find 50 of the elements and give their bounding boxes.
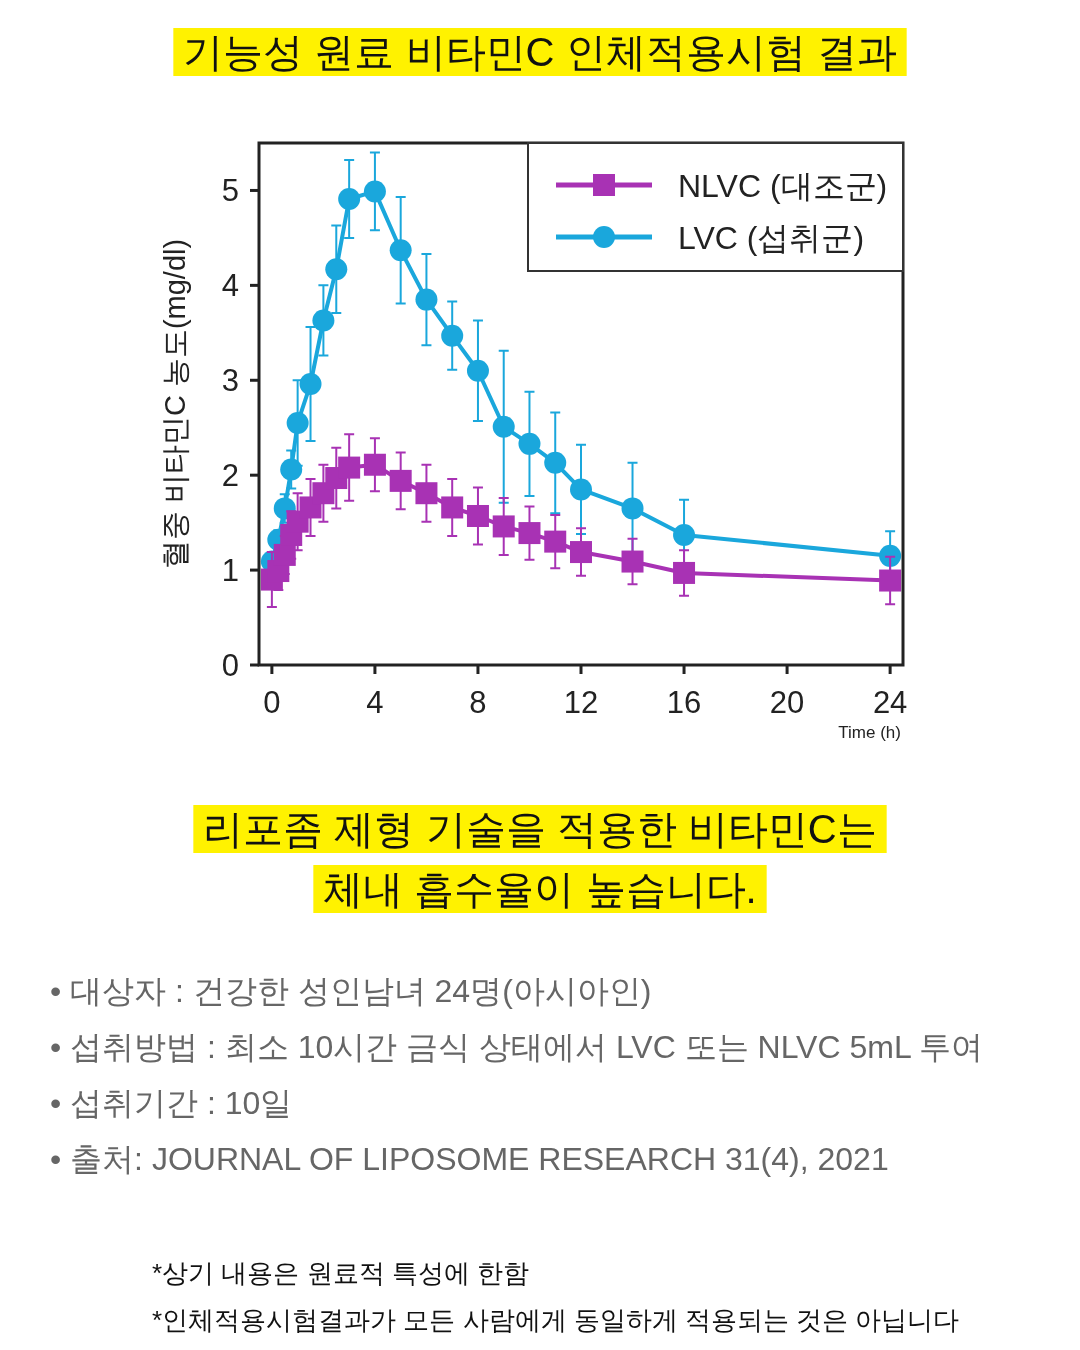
x-tick-label: 20	[769, 685, 805, 720]
point	[389, 239, 412, 262]
point	[492, 415, 515, 438]
x-axis-title: Time (h)	[838, 723, 901, 742]
point	[280, 458, 303, 481]
y-tick-label: 4	[221, 268, 239, 304]
point	[544, 530, 567, 553]
point	[466, 504, 489, 527]
x-tick-label: 0	[263, 685, 281, 720]
point	[518, 522, 541, 545]
x-tick-label: 16	[666, 685, 702, 720]
point	[621, 550, 644, 573]
point	[879, 544, 902, 567]
point	[570, 478, 592, 501]
y-tick-label: 2	[221, 458, 239, 494]
point	[338, 188, 361, 210]
point	[466, 359, 489, 382]
point	[492, 515, 515, 538]
point	[518, 432, 541, 455]
point	[441, 496, 464, 519]
point	[673, 561, 696, 584]
y-tick-label: 5	[221, 173, 239, 209]
point	[312, 309, 335, 332]
point	[415, 288, 438, 311]
x-tick-label: 12	[563, 685, 599, 720]
point	[441, 324, 464, 347]
y-tick-label: 0	[221, 648, 239, 683]
point	[415, 482, 438, 505]
point	[325, 258, 348, 281]
point	[299, 373, 322, 396]
point	[363, 180, 386, 203]
annotations: 리포좀 제형 기술을 적용한 비타민C는 체내 흡수율이 높습니다. • 대상자 : 건강한 성인남녀 24명(아시아인) • 섭취방법 : 최소 10시간 금식 상태에서 LVC 또는 NLVC 5mL 투여 • 섭취기간 : 10일 • 출처: JOURNAL OF LIPOSOME RESEARCH 31(4), 2021 *상기 내용은 원료적 특성에 한함 *인체적용시험결과가 모든 사람에게 동일하게 적용되는 것은 아닙니다	[50, 805, 984, 1335]
legend-label: NLVC (대조군)	[678, 168, 888, 204]
point	[621, 497, 644, 520]
title: 기능성 원료 비타민C 인체적용시험 결과	[173, 28, 907, 76]
point	[879, 569, 902, 592]
point	[286, 411, 309, 434]
point	[544, 451, 567, 474]
legend-label: LVC (섭취군)	[678, 220, 865, 256]
point	[570, 541, 592, 564]
y-tick-label: 1	[221, 553, 239, 589]
y-axis-title: 혈중 비타민C 농도(mg/dl)	[159, 238, 191, 570]
point	[389, 469, 412, 492]
point	[363, 453, 386, 476]
x-tick-label: 24	[872, 685, 908, 720]
x-tick-label: 8	[469, 685, 487, 720]
point	[673, 523, 696, 546]
point	[338, 456, 361, 479]
x-tick-label: 4	[366, 685, 384, 720]
y-tick-label: 3	[221, 363, 239, 399]
